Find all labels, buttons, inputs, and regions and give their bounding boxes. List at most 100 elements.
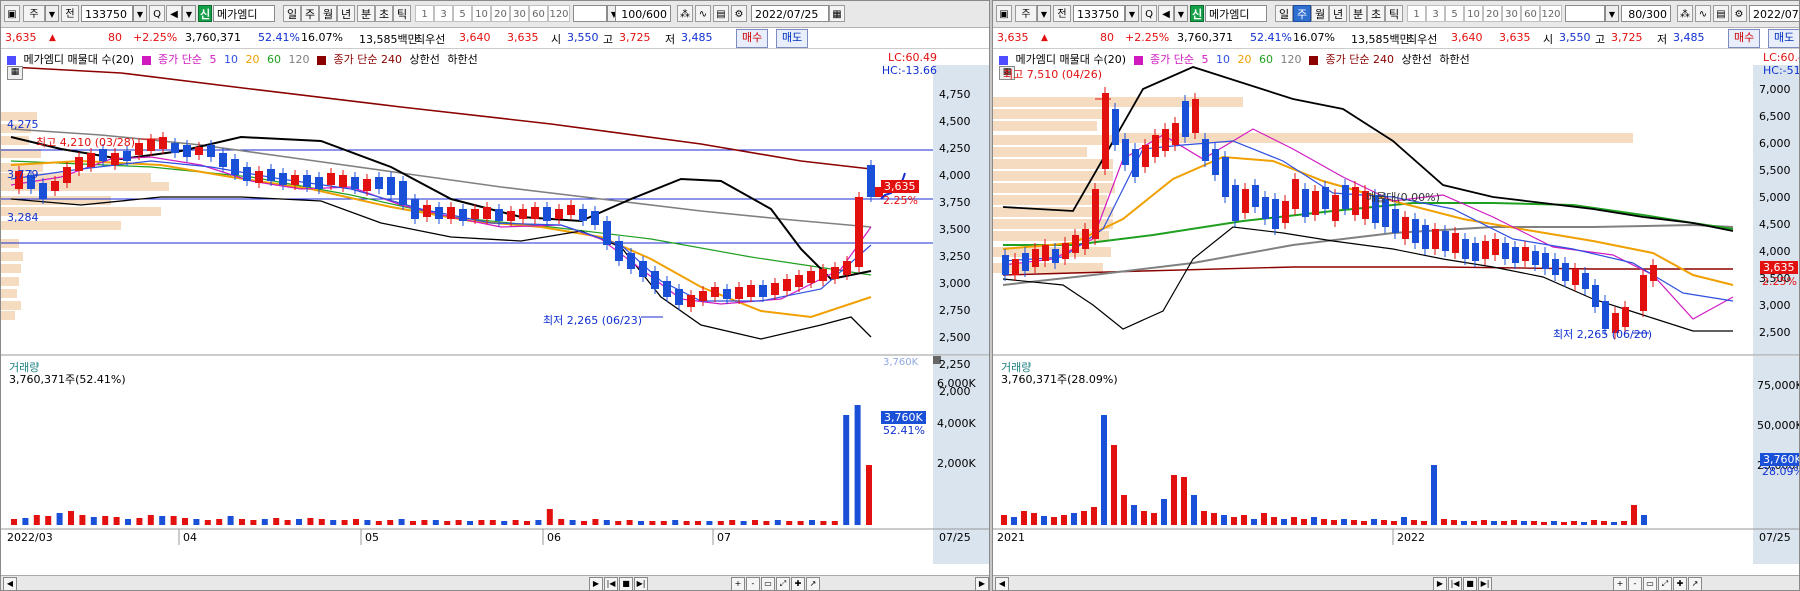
legend-ma5[interactable]: 5: [1201, 53, 1209, 66]
speaker-dropdown-icon[interactable]: ▼: [182, 5, 196, 22]
scroll-left-icon[interactable]: ◀: [995, 577, 1009, 590]
scroll-prev-icon[interactable]: ▶: [1433, 577, 1447, 590]
legend-lower-band[interactable]: 하한선: [1439, 53, 1470, 66]
all-button[interactable]: 전: [61, 5, 79, 22]
calendar-icon[interactable]: ▦: [829, 5, 845, 22]
period-type-select[interactable]: 주: [23, 5, 45, 22]
tab-minute[interactable]: 분: [1349, 5, 1367, 22]
legend-lower-band[interactable]: 하한선: [447, 53, 478, 66]
speaker-dropdown-icon[interactable]: ▼: [1174, 5, 1188, 22]
speaker-icon[interactable]: ◀: [1158, 5, 1174, 22]
scroll-last-icon[interactable]: ▶|: [1478, 577, 1492, 590]
zoom-reset-icon[interactable]: ⤢: [1658, 577, 1672, 590]
search-icon[interactable]: Q: [1141, 5, 1157, 22]
grid-icon[interactable]: ▦: [999, 66, 1015, 80]
interval-20[interactable]: 20: [491, 5, 510, 22]
tab-second[interactable]: 초: [1367, 5, 1385, 22]
legend-ma120[interactable]: 120: [288, 53, 310, 66]
save-icon[interactable]: ▤: [713, 5, 729, 22]
legend-volume-profile[interactable]: 메가엠디 매물대 수(20): [23, 53, 135, 66]
interval-120[interactable]: 120: [548, 5, 570, 22]
legend-ma20[interactable]: 20: [1237, 53, 1252, 66]
scroll-prev-icon[interactable]: ▶: [589, 577, 603, 590]
zoom-fit-icon[interactable]: ▭: [761, 577, 775, 590]
tab-week[interactable]: 주: [301, 5, 319, 22]
interval-dropdown-icon[interactable]: ▼: [1605, 5, 1619, 22]
tab-year[interactable]: 년: [337, 5, 355, 22]
grid-settings-icon[interactable]: ⁂: [677, 5, 693, 22]
tab-second[interactable]: 초: [375, 5, 393, 22]
price-chart-svg[interactable]: 4,750 4,500 4,250 4,000 3,750 3,500 3,250 3,000…: [1, 49, 990, 591]
pan-right-icon[interactable]: ↗: [1688, 577, 1702, 590]
all-button[interactable]: 전: [1053, 5, 1071, 22]
interval-5[interactable]: 5: [1445, 5, 1464, 22]
tab-month[interactable]: 월: [319, 5, 337, 22]
interval-60[interactable]: 60: [529, 5, 548, 22]
stock-name-field[interactable]: 메가엠디: [213, 5, 275, 22]
scroll-last-icon[interactable]: ▶|: [634, 577, 648, 590]
interval-1[interactable]: 1: [415, 5, 434, 22]
zoom-reset-icon[interactable]: ⤢: [776, 577, 790, 590]
window-menu-icon[interactable]: ▣: [996, 5, 1012, 22]
interval-5[interactable]: 5: [453, 5, 472, 22]
bar-count-input[interactable]: 80/300: [1621, 5, 1671, 22]
interval-3[interactable]: 3: [434, 5, 453, 22]
gear-icon[interactable]: ⚙: [1731, 5, 1747, 22]
code-dropdown-icon[interactable]: ▼: [133, 5, 147, 22]
stock-name-field[interactable]: 메가엠디: [1205, 5, 1267, 22]
scroll-stop-icon[interactable]: ■: [619, 577, 633, 590]
sell-button[interactable]: 매도: [776, 29, 809, 48]
legend-ma60[interactable]: 60: [1259, 53, 1274, 66]
buy-button[interactable]: 매수: [736, 29, 769, 48]
chart-style-icon[interactable]: ∿: [695, 5, 711, 22]
crosshair-icon[interactable]: ✚: [791, 577, 805, 590]
legend-ma240[interactable]: 종가 단순 240: [1325, 53, 1394, 66]
gear-icon[interactable]: ⚙: [731, 5, 747, 22]
stock-code-input[interactable]: 133750: [81, 5, 133, 22]
interval-input[interactable]: [1565, 5, 1605, 22]
tab-day[interactable]: 일: [283, 5, 301, 22]
interval-1[interactable]: 1: [1407, 5, 1426, 22]
interval-120[interactable]: 120: [1540, 5, 1562, 22]
legend-ma10[interactable]: 10: [224, 53, 239, 66]
tab-day[interactable]: 일: [1275, 5, 1293, 22]
legend-close-simple[interactable]: 종가 단순: [1150, 53, 1195, 66]
window-menu-icon[interactable]: ▣: [4, 5, 20, 22]
legend-ma10[interactable]: 10: [1216, 53, 1231, 66]
legend-ma120[interactable]: 120: [1280, 53, 1302, 66]
grid-settings-icon[interactable]: ⁂: [1677, 5, 1693, 22]
stock-code-input[interactable]: 133750: [1073, 5, 1125, 22]
tab-tick[interactable]: 틱: [1385, 5, 1403, 22]
date-input[interactable]: 2022/07/25: [1749, 5, 1799, 22]
interval-10[interactable]: 10: [1464, 5, 1483, 22]
bar-count-input[interactable]: 100/600: [615, 5, 671, 22]
code-dropdown-icon[interactable]: ▼: [1125, 5, 1139, 22]
legend-ma20[interactable]: 20: [245, 53, 260, 66]
save-icon[interactable]: ▤: [1713, 5, 1729, 22]
sell-button[interactable]: 매도: [1768, 29, 1799, 48]
zoom-out-icon[interactable]: -: [746, 577, 760, 590]
crosshair-icon[interactable]: ✚: [1673, 577, 1687, 590]
scroll-stop-icon[interactable]: ■: [1463, 577, 1477, 590]
interval-30[interactable]: 30: [1502, 5, 1521, 22]
legend-upper-band[interactable]: 상한선: [1401, 53, 1432, 66]
speaker-icon[interactable]: ◀: [166, 5, 182, 22]
search-icon[interactable]: Q: [149, 5, 165, 22]
zoom-out-icon[interactable]: -: [1628, 577, 1642, 590]
chevron-down-icon[interactable]: ▼: [1037, 5, 1051, 22]
chevron-down-icon[interactable]: ▼: [45, 5, 59, 22]
tab-month[interactable]: 월: [1311, 5, 1329, 22]
price-chart-svg[interactable]: 7,000 6,500 6,000 5,500 5,000 4,500 4,000 3,500…: [993, 49, 1800, 591]
zoom-in-icon[interactable]: +: [731, 577, 745, 590]
scroll-first-icon[interactable]: |◀: [604, 577, 618, 590]
horizontal-scrollbar[interactable]: ◀ ▶ |◀ ■ ▶| + - ▭ ⤢ ✚ ↗ ▶: [1, 575, 989, 590]
legend-volume-profile[interactable]: 메가엠디 매물대 수(20): [1015, 53, 1127, 66]
interval-60[interactable]: 60: [1521, 5, 1540, 22]
date-input[interactable]: 2022/07/25: [751, 5, 829, 22]
period-type-select[interactable]: 주: [1015, 5, 1037, 22]
scroll-left-icon[interactable]: ◀: [3, 577, 17, 590]
legend-ma240[interactable]: 종가 단순 240: [333, 53, 402, 66]
legend-ma5[interactable]: 5: [209, 53, 217, 66]
interval-3[interactable]: 3: [1426, 5, 1445, 22]
legend-upper-band[interactable]: 상한선: [409, 53, 440, 66]
